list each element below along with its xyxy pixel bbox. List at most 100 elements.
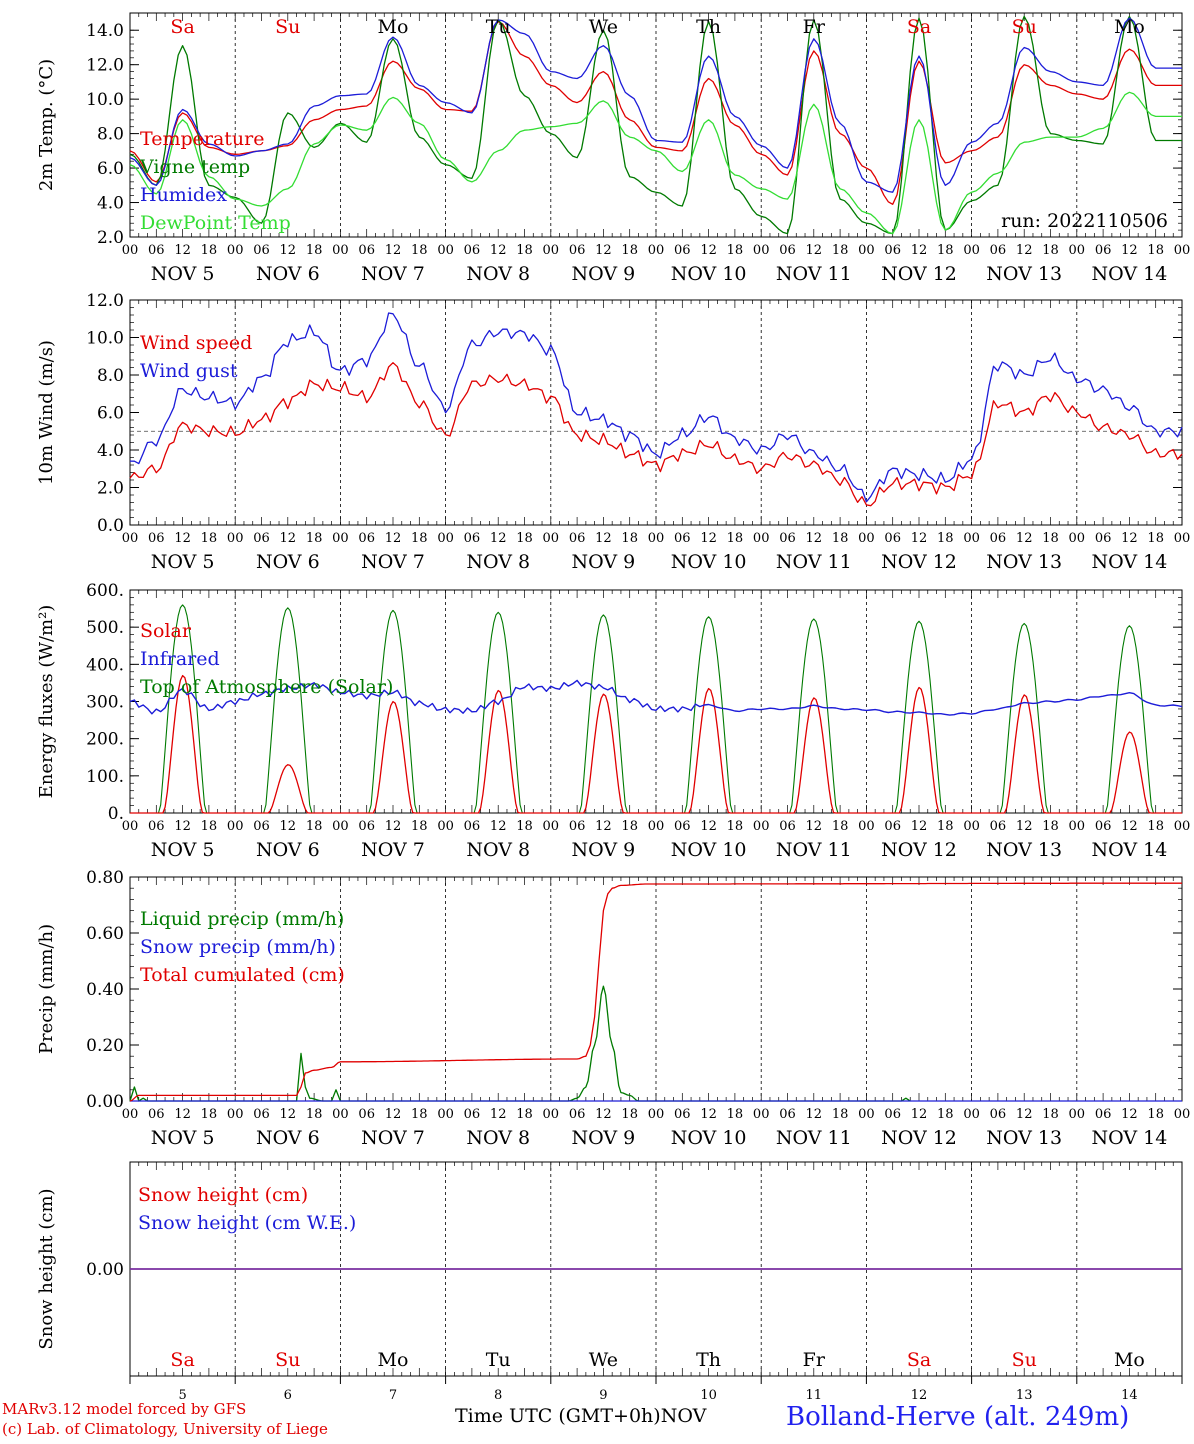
hour-tick-label: 12: [490, 531, 507, 546]
hour-tick-label: 18: [621, 819, 638, 834]
date-label: NOV 5: [151, 263, 215, 285]
hour-tick-label: 18: [937, 819, 954, 834]
hour-tick-label: 18: [516, 819, 533, 834]
hour-tick-label: 00: [753, 819, 770, 834]
hour-tick-label: 18: [727, 243, 744, 258]
panel-2: 0.0 2.0 4.0 6.0 8.0 10.0 12.0 10m Wind (m/s) 00 0…: [36, 291, 1190, 573]
hour-tick-label: 06: [569, 531, 586, 546]
hour-tick-label: 18: [1042, 531, 1059, 546]
day-name-label: Fr: [803, 1349, 826, 1371]
date-label: NOV 9: [572, 551, 636, 573]
hour-tick-label: 00: [437, 1107, 454, 1122]
day-number-label: 9: [599, 1388, 607, 1403]
hour-tick-label: 06: [358, 1107, 375, 1122]
hour-tick-label: 06: [253, 243, 270, 258]
hour-tick-label: 06: [1095, 1107, 1112, 1122]
day-name-label: Mo: [1114, 16, 1145, 38]
hour-tick-label: 12: [280, 819, 297, 834]
y-axis-label: Energy fluxes (W/m²): [36, 605, 57, 799]
hour-tick-label: 00: [1069, 531, 1086, 546]
legend-entry: Snow precip (mm/h): [140, 936, 336, 958]
hour-tick-label: 18: [832, 1107, 849, 1122]
time-axis-caption: Time UTC (GMT+0h)NOV: [455, 1405, 706, 1427]
day-number-label: 10: [700, 1388, 717, 1403]
hour-tick-label: 00: [753, 1107, 770, 1122]
hour-tick-label: 18: [306, 819, 323, 834]
date-label: NOV 12: [881, 263, 957, 285]
hour-tick-label: 00: [1174, 243, 1191, 258]
hour-tick-label: 18: [621, 1107, 638, 1122]
date-label: NOV 5: [151, 1127, 215, 1149]
y-tick-label: 4.0: [97, 441, 124, 461]
hour-tick-label: 06: [674, 819, 691, 834]
month-caption: NOV: [660, 1405, 707, 1427]
day-number-label: 11: [806, 1388, 823, 1403]
y-tick-label: 0.00: [86, 1092, 124, 1112]
hour-tick-label: 06: [148, 531, 165, 546]
y-tick-label: 0.: [108, 804, 124, 824]
hour-tick-label: 18: [516, 531, 533, 546]
series-line: [129, 679, 1183, 716]
hour-tick-label: 18: [516, 243, 533, 258]
day-name-label: Fr: [803, 16, 826, 38]
hour-tick-label: 00: [332, 1107, 349, 1122]
hour-tick-label: 00: [1174, 1107, 1191, 1122]
y-tick-label: 0.80: [86, 868, 124, 888]
hour-tick-label: 18: [1147, 819, 1164, 834]
hour-tick-label: 18: [832, 243, 849, 258]
date-label: NOV 6: [256, 839, 320, 861]
date-label: NOV 10: [671, 551, 747, 573]
hour-tick-label: 00: [858, 243, 875, 258]
hour-tick-label: 00: [543, 531, 560, 546]
hour-tick-label: 06: [148, 243, 165, 258]
hour-tick-label: 00: [963, 243, 980, 258]
y-tick-label: 6.0: [97, 404, 124, 424]
day-name-label: Tu: [486, 1349, 511, 1371]
hour-tick-label: 12: [280, 243, 297, 258]
hour-tick-label: 00: [227, 243, 244, 258]
day-number-label: 14: [1121, 1388, 1138, 1403]
hour-tick-label: 18: [1147, 1107, 1164, 1122]
legend-entry: Wind gust: [140, 360, 238, 382]
station-title: Bolland-Herve (alt. 249m): [786, 1402, 1130, 1432]
hour-tick-label: 06: [674, 1107, 691, 1122]
date-label: NOV 9: [572, 263, 636, 285]
date-label: NOV 12: [881, 551, 957, 573]
hour-tick-label: 06: [253, 1107, 270, 1122]
hour-tick-label: 12: [1121, 819, 1138, 834]
hour-tick-label: 18: [832, 531, 849, 546]
hour-tick-label: 00: [437, 531, 454, 546]
panel-3: 0. 100. 200. 300. 400. 500. 600. Energy fluxes …: [36, 581, 1190, 861]
date-label: NOV 13: [986, 1127, 1062, 1149]
hour-tick-label: 18: [1147, 243, 1164, 258]
hour-tick-label: 06: [674, 243, 691, 258]
day-number-label: 7: [389, 1388, 397, 1403]
hour-tick-label: 12: [174, 243, 191, 258]
hour-tick-label: 06: [358, 819, 375, 834]
series-line: [129, 312, 1183, 503]
day-number-label: 8: [494, 1388, 502, 1403]
hour-tick-label: 00: [858, 531, 875, 546]
legend-entry: Infrared: [140, 648, 220, 670]
series-line: [129, 20, 1182, 205]
hour-tick-label: 12: [700, 243, 717, 258]
hour-tick-label: 00: [753, 243, 770, 258]
day-name-label: Su: [1012, 16, 1037, 38]
run-label: run: 2022110506: [1001, 210, 1168, 232]
date-label: NOV 6: [256, 263, 320, 285]
hour-tick-label: 00: [122, 819, 139, 834]
hour-tick-label: 06: [990, 531, 1007, 546]
hour-tick-label: 00: [648, 1107, 665, 1122]
y-tick-label: 300.: [86, 693, 124, 713]
hour-tick-label: 12: [280, 531, 297, 546]
hour-tick-label: 12: [174, 819, 191, 834]
date-label: NOV 13: [986, 263, 1062, 285]
date-label: NOV 7: [361, 551, 425, 573]
y-tick-label: 200.: [86, 730, 124, 750]
date-label: NOV 11: [776, 263, 852, 285]
hour-tick-label: 18: [1042, 1107, 1059, 1122]
legend-entry: Snow height (cm W.E.): [138, 1212, 356, 1234]
hour-tick-label: 00: [648, 243, 665, 258]
hour-tick-label: 18: [411, 243, 428, 258]
